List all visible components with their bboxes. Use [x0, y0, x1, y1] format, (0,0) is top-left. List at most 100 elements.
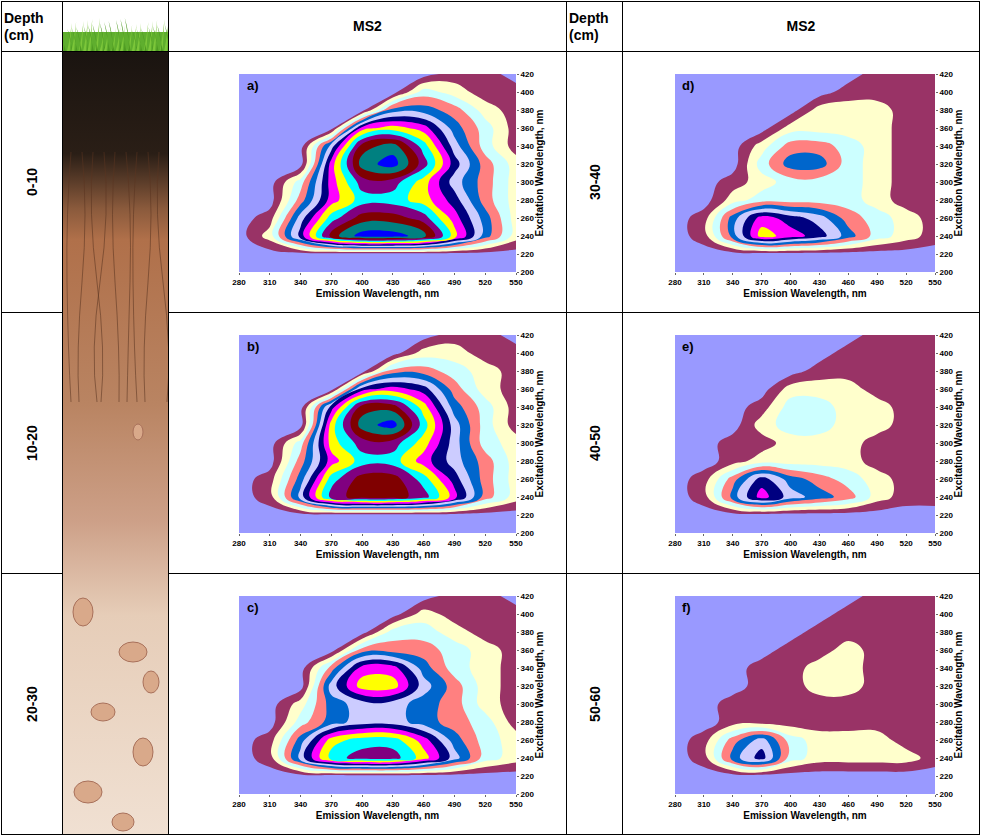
- svg-text:300: 300: [521, 178, 535, 187]
- svg-text:420: 420: [940, 70, 954, 79]
- svg-text:360: 360: [940, 124, 954, 133]
- svg-text:280: 280: [521, 457, 535, 466]
- svg-text:400: 400: [521, 88, 535, 97]
- svg-text:280: 280: [521, 718, 535, 727]
- svg-text:320: 320: [940, 682, 954, 691]
- svg-text:420: 420: [521, 70, 535, 79]
- svg-text:340: 340: [726, 800, 740, 809]
- svg-text:400: 400: [355, 539, 369, 548]
- svg-text:Emission Wavelength, nm: Emission Wavelength, nm: [316, 810, 440, 821]
- svg-text:320: 320: [521, 160, 535, 169]
- svg-text:240: 240: [940, 232, 954, 241]
- svg-text:240: 240: [940, 754, 954, 763]
- svg-text:Excitation Wavelength, nm: Excitation Wavelength, nm: [953, 370, 964, 497]
- svg-text:400: 400: [784, 800, 798, 809]
- svg-text:Emission Wavelength, nm: Emission Wavelength, nm: [316, 288, 440, 299]
- svg-text:380: 380: [521, 367, 535, 376]
- svg-text:370: 370: [325, 539, 339, 548]
- svg-text:490: 490: [871, 539, 885, 548]
- svg-text:Excitation Wavelength, nm: Excitation Wavelength, nm: [534, 631, 545, 758]
- svg-text:520: 520: [899, 278, 913, 287]
- svg-text:220: 220: [940, 250, 954, 259]
- svg-text:400: 400: [940, 610, 954, 619]
- svg-text:300: 300: [940, 178, 954, 187]
- svg-text:460: 460: [417, 278, 431, 287]
- svg-text:320: 320: [521, 421, 535, 430]
- svg-text:430: 430: [386, 800, 400, 809]
- svg-text:280: 280: [232, 278, 246, 287]
- svg-text:320: 320: [940, 421, 954, 430]
- svg-text:380: 380: [940, 106, 954, 115]
- svg-text:240: 240: [521, 232, 535, 241]
- svg-text:380: 380: [940, 367, 954, 376]
- svg-text:520: 520: [899, 800, 913, 809]
- svg-text:340: 340: [294, 800, 308, 809]
- svg-text:400: 400: [940, 349, 954, 358]
- svg-text:Emission Wavelength, nm: Emission Wavelength, nm: [743, 549, 867, 560]
- svg-text:Emission Wavelength, nm: Emission Wavelength, nm: [743, 288, 867, 299]
- svg-text:550: 550: [509, 800, 523, 809]
- svg-text:220: 220: [940, 772, 954, 781]
- svg-text:280: 280: [521, 196, 535, 205]
- svg-text:280: 280: [940, 457, 954, 466]
- svg-text:220: 220: [521, 511, 535, 520]
- svg-text:340: 340: [726, 539, 740, 548]
- svg-text:490: 490: [871, 800, 885, 809]
- svg-text:360: 360: [940, 646, 954, 655]
- svg-text:400: 400: [355, 278, 369, 287]
- svg-text:300: 300: [521, 439, 535, 448]
- svg-text:300: 300: [940, 700, 954, 709]
- svg-text:340: 340: [521, 664, 535, 673]
- svg-text:370: 370: [325, 800, 339, 809]
- svg-text:340: 340: [940, 142, 954, 151]
- svg-text:e): e): [682, 339, 694, 354]
- svg-text:310: 310: [263, 800, 277, 809]
- svg-text:460: 460: [842, 278, 856, 287]
- svg-text:320: 320: [940, 160, 954, 169]
- svg-text:360: 360: [940, 385, 954, 394]
- svg-text:200: 200: [521, 529, 535, 538]
- svg-text:370: 370: [755, 278, 769, 287]
- svg-text:370: 370: [755, 539, 769, 548]
- svg-text:550: 550: [928, 539, 942, 548]
- svg-text:300: 300: [940, 439, 954, 448]
- svg-text:400: 400: [521, 610, 535, 619]
- svg-text:310: 310: [697, 278, 711, 287]
- svg-text:400: 400: [940, 88, 954, 97]
- svg-text:200: 200: [940, 268, 954, 277]
- svg-text:280: 280: [668, 800, 682, 809]
- svg-text:310: 310: [697, 539, 711, 548]
- svg-text:a): a): [247, 78, 259, 93]
- svg-text:550: 550: [928, 800, 942, 809]
- svg-text:Excitation Wavelength, nm: Excitation Wavelength, nm: [534, 109, 545, 236]
- svg-text:490: 490: [448, 278, 462, 287]
- svg-text:550: 550: [928, 278, 942, 287]
- svg-text:Excitation Wavelength, nm: Excitation Wavelength, nm: [953, 631, 964, 758]
- svg-text:220: 220: [521, 250, 535, 259]
- svg-text:320: 320: [521, 682, 535, 691]
- svg-text:380: 380: [940, 628, 954, 637]
- svg-text:Emission Wavelength, nm: Emission Wavelength, nm: [316, 549, 440, 560]
- svg-text:200: 200: [940, 790, 954, 799]
- svg-text:b): b): [247, 339, 259, 354]
- svg-text:Excitation Wavelength, nm: Excitation Wavelength, nm: [534, 370, 545, 497]
- svg-text:460: 460: [417, 800, 431, 809]
- svg-text:240: 240: [521, 493, 535, 502]
- svg-text:280: 280: [668, 278, 682, 287]
- svg-text:280: 280: [232, 539, 246, 548]
- svg-text:420: 420: [940, 331, 954, 340]
- svg-text:260: 260: [521, 736, 535, 745]
- svg-text:310: 310: [263, 278, 277, 287]
- svg-text:430: 430: [813, 278, 827, 287]
- svg-text:300: 300: [521, 700, 535, 709]
- svg-text:460: 460: [842, 800, 856, 809]
- svg-text:260: 260: [940, 736, 954, 745]
- svg-text:260: 260: [940, 214, 954, 223]
- svg-text:370: 370: [755, 800, 769, 809]
- svg-text:340: 340: [521, 403, 535, 412]
- svg-text:240: 240: [521, 754, 535, 763]
- svg-text:260: 260: [521, 214, 535, 223]
- svg-text:280: 280: [668, 539, 682, 548]
- svg-text:520: 520: [479, 539, 493, 548]
- svg-text:Emission Wavelength, nm: Emission Wavelength, nm: [743, 810, 867, 821]
